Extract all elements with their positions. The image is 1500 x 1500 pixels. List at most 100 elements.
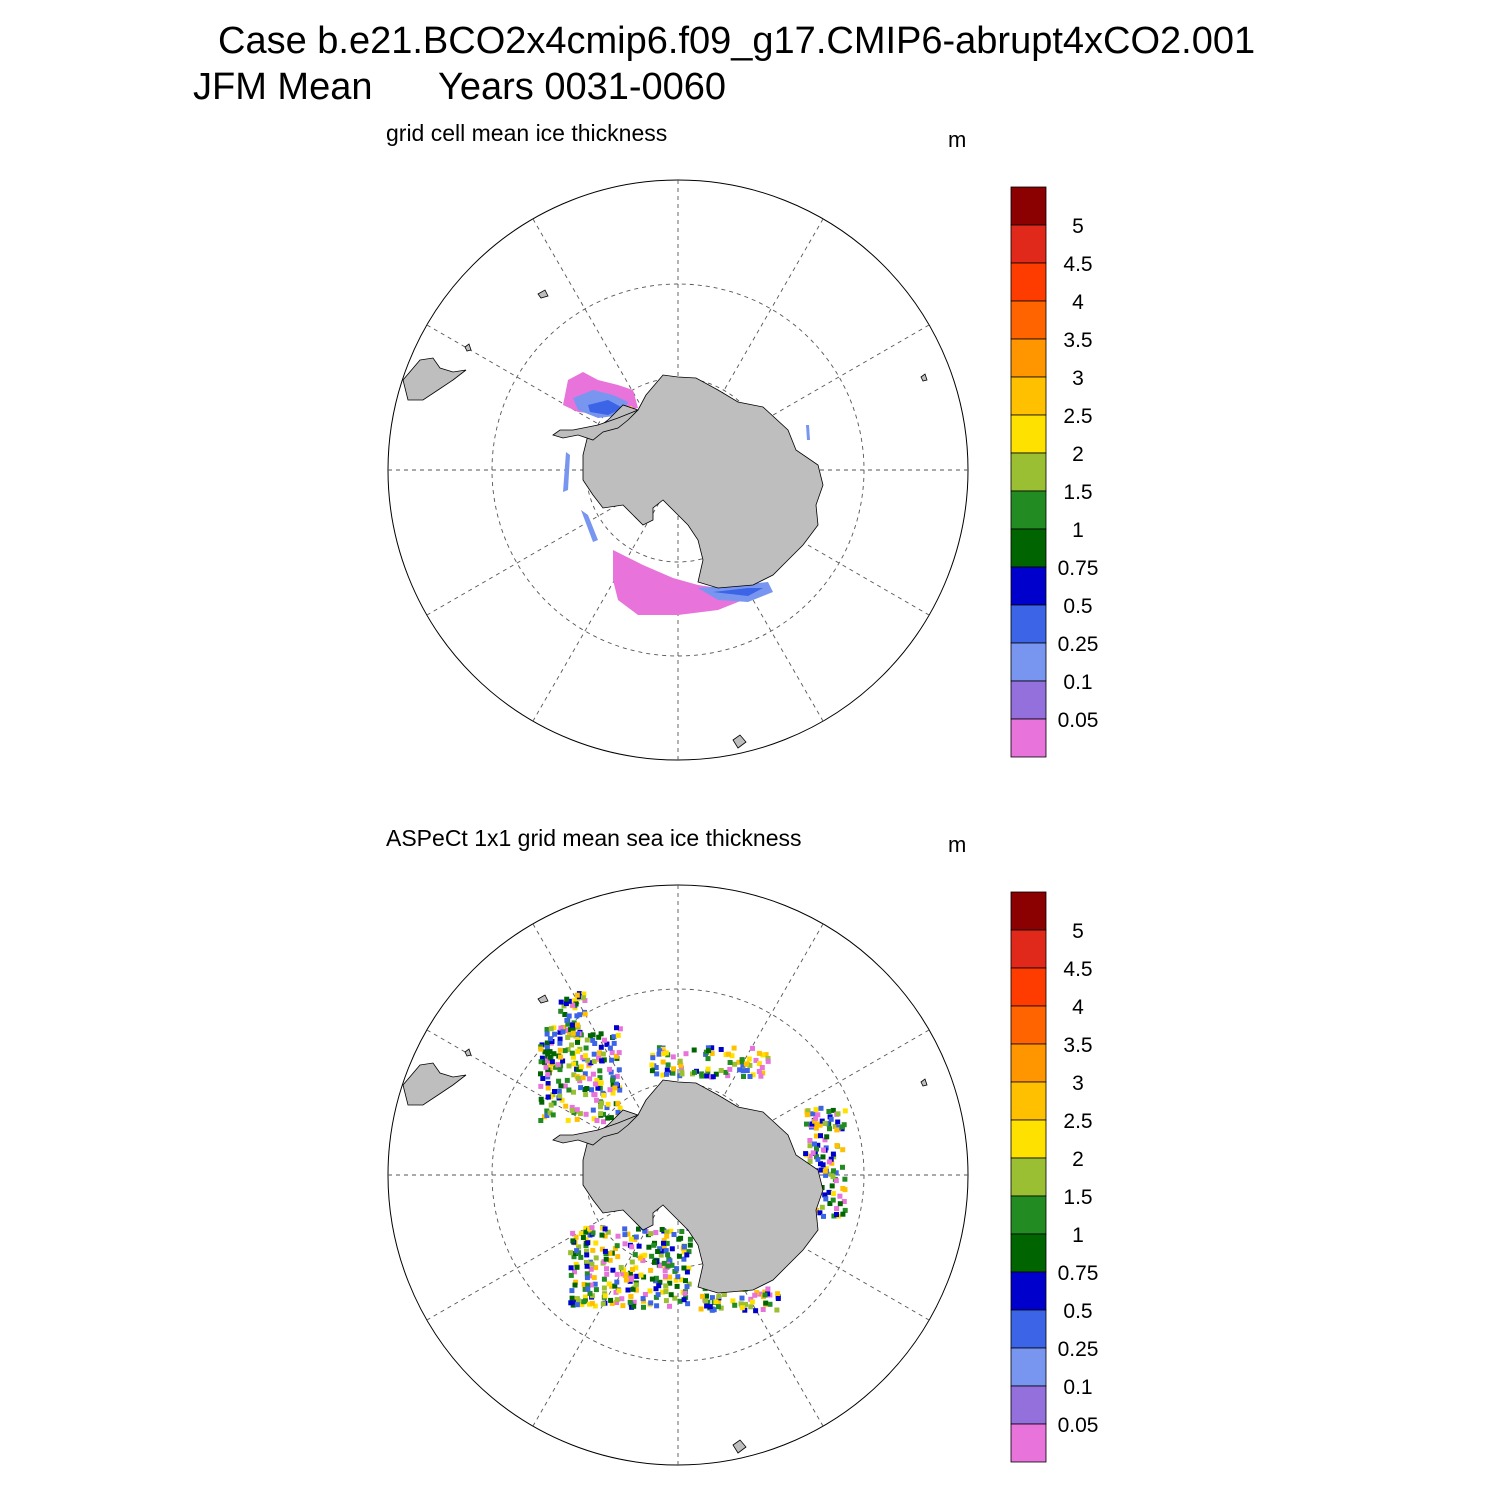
observation-cell — [618, 1265, 624, 1270]
observation-cell — [667, 1280, 673, 1286]
observation-cell — [604, 1266, 609, 1272]
observation-cell — [557, 1040, 563, 1046]
observation-cell — [558, 1008, 564, 1014]
observation-cell — [736, 1059, 742, 1065]
observation-cell — [538, 1118, 544, 1123]
observation-cell — [610, 1090, 616, 1096]
observation-cell — [569, 1104, 575, 1110]
observation-cell — [699, 1293, 705, 1299]
observation-cell — [763, 1052, 769, 1058]
observation-cell — [807, 1138, 813, 1143]
observation-cell — [638, 1272, 644, 1278]
observation-cell — [840, 1147, 846, 1153]
observation-cell — [678, 1235, 684, 1241]
colorbar-tick-label: 4.5 — [1063, 958, 1092, 981]
colorbar-swatch — [1010, 1309, 1047, 1349]
observation-cell — [609, 1283, 615, 1289]
observation-cell — [757, 1061, 762, 1067]
colorbar-swatch — [1010, 490, 1047, 530]
observation-cell — [670, 1054, 676, 1060]
observation-cell — [647, 1288, 653, 1294]
observation-cell — [614, 1073, 620, 1079]
observation-cell — [599, 1232, 605, 1238]
observation-cell — [566, 1087, 572, 1093]
case-title: Case b.e21.BCO2x4cmip6.f09_g17.CMIP6-abr… — [218, 20, 1256, 62]
observation-cell — [653, 1275, 659, 1281]
observation-cell — [661, 1260, 667, 1266]
observation-cell — [762, 1292, 768, 1298]
colorbar-tick-label: 0.05 — [1058, 1414, 1099, 1437]
observation-cell — [633, 1287, 639, 1293]
observation-cell — [574, 1248, 580, 1254]
observation-cell — [840, 1164, 845, 1170]
observation-cell — [617, 1026, 623, 1032]
observation-cell — [630, 1267, 635, 1272]
observation-cell — [594, 1118, 600, 1123]
observation-cell — [740, 1068, 746, 1074]
observation-cell — [636, 1226, 641, 1232]
observation-cell — [598, 1044, 604, 1050]
colorbar-swatch — [1010, 1423, 1047, 1463]
observation-cell — [835, 1119, 841, 1125]
observation-cell — [616, 1288, 622, 1294]
observation-cell — [713, 1071, 719, 1077]
observation-cell — [587, 1033, 593, 1039]
observation-cell — [578, 1254, 584, 1260]
observation-cell — [585, 1240, 591, 1246]
observation-cell — [633, 1282, 639, 1288]
colorbar-swatch — [1010, 1347, 1047, 1387]
observation-cell — [590, 1037, 596, 1043]
observation-cell — [687, 1236, 693, 1242]
observation-cell — [669, 1246, 675, 1252]
observation-cell — [581, 991, 587, 997]
observation-cell — [575, 1298, 581, 1304]
observation-cell — [813, 1133, 819, 1139]
observation-cell — [775, 1296, 781, 1301]
observation-cell — [655, 1292, 661, 1298]
observation-cell — [584, 1271, 590, 1277]
observation-cell — [648, 1267, 654, 1273]
observation-cell — [818, 1133, 823, 1139]
observation-cell — [823, 1172, 829, 1178]
observation-cell — [765, 1058, 771, 1064]
observation-cell — [709, 1045, 715, 1051]
observation-cell — [765, 1286, 771, 1292]
observation-cell — [595, 1080, 601, 1086]
observation-cell — [614, 1297, 620, 1303]
observation-cell — [649, 1253, 655, 1259]
observation-cell — [584, 1263, 590, 1269]
observation-cell — [661, 1051, 667, 1057]
observation-cell — [601, 1276, 607, 1282]
observation-cell — [686, 1249, 692, 1255]
observation-cell — [592, 1081, 598, 1087]
observation-cell — [815, 1142, 821, 1148]
observation-cell — [636, 1243, 642, 1249]
observation-cell — [583, 1111, 589, 1117]
colorbar-swatch — [1010, 1043, 1047, 1083]
observation-cell — [588, 1282, 594, 1288]
colorbar-tick-label: 4.5 — [1063, 253, 1092, 276]
observation-cell — [568, 1272, 574, 1278]
observation-cell — [683, 1051, 689, 1057]
observation-cell — [677, 1058, 683, 1064]
observation-cell — [665, 1263, 671, 1269]
colorbar-swatch — [1010, 1081, 1047, 1121]
observation-cell — [578, 1064, 584, 1070]
observation-cell — [592, 1303, 598, 1309]
observation-cell — [649, 1276, 655, 1282]
observation-cell — [814, 1207, 820, 1213]
observation-cell — [682, 1290, 688, 1296]
observation-cell — [656, 1045, 662, 1051]
observation-cell — [539, 1099, 545, 1105]
observation-cell — [661, 1237, 667, 1243]
observation-cell — [827, 1126, 832, 1132]
observation-cell — [574, 992, 580, 998]
panel-1-map — [387, 179, 969, 761]
observation-cell — [584, 1260, 590, 1265]
observation-cell — [557, 1029, 563, 1035]
observation-cell — [657, 1048, 663, 1054]
observation-cell — [607, 1066, 613, 1072]
observation-cell — [538, 1083, 544, 1089]
observation-cell — [750, 1072, 756, 1078]
observation-cell — [568, 1265, 574, 1271]
